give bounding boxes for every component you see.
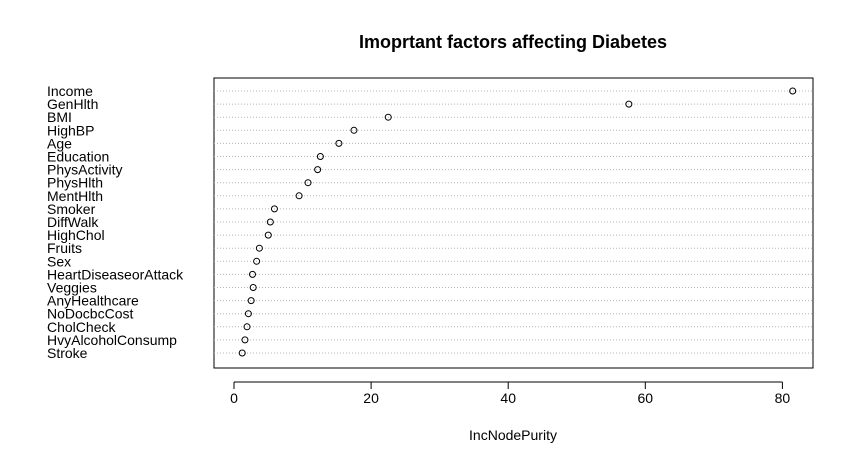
point-smoker: [270, 205, 278, 213]
category-label-anyhealthcare: AnyHealthcare: [47, 293, 139, 309]
point-bmi: [384, 113, 392, 121]
category-label-highbp: HighBP: [47, 122, 94, 138]
point-income: [789, 87, 797, 95]
category-label-age: Age: [47, 135, 72, 151]
category-label-physhlth: PhysHlth: [47, 175, 103, 191]
category-label-income: Income: [47, 83, 93, 99]
point-education: [316, 153, 324, 160]
gridlines: [214, 90, 813, 354]
x-tick-label-40: 40: [500, 390, 516, 406]
point-hvyalcoholconsump: [241, 336, 249, 344]
category-label-heartdiseaseorattack: HeartDiseaseorAttack: [47, 266, 184, 282]
category-label-diffwalk: DiffWalk: [47, 214, 99, 230]
point-heartdiseaseorattack: [249, 270, 257, 278]
x-tick-label-80: 80: [775, 390, 791, 406]
category-label-stroke: Stroke: [47, 345, 88, 361]
point-diffwalk: [266, 218, 274, 226]
category-label-physactivity: PhysActivity: [47, 162, 122, 178]
point-menthlth: [295, 192, 303, 200]
category-label-cholcheck: CholCheck: [47, 319, 116, 335]
point-highbp: [350, 126, 358, 134]
x-axis: 0 20 40 60 80: [230, 381, 791, 406]
category-labels: IncomeGenHlthBMIHighBPAgeEducationPhysAc…: [47, 83, 184, 361]
category-label-highchol: HighChol: [47, 227, 105, 243]
point-physactivity: [314, 166, 322, 174]
category-label-veggies: Veggies: [47, 280, 97, 296]
x-tick-label-60: 60: [638, 390, 654, 406]
plot-frame: [213, 77, 814, 369]
category-label-bmi: BMI: [47, 109, 72, 125]
category-label-smoker: Smoker: [47, 201, 96, 217]
category-label-sex: Sex: [47, 253, 71, 269]
data-points: [238, 87, 797, 357]
chart-title: Imoprtant factors affecting Diabetes: [359, 32, 667, 52]
category-label-nodocbccost: NoDocbcCost: [47, 306, 133, 322]
point-sex: [253, 257, 261, 265]
category-label-fruits: Fruits: [47, 240, 82, 256]
point-cholcheck: [243, 323, 251, 331]
point-genhlth: [625, 100, 633, 108]
point-stroke: [238, 349, 246, 357]
point-fruits: [255, 244, 263, 252]
point-anyhealthcare: [247, 297, 255, 305]
point-physhlth: [304, 179, 312, 187]
point-age: [335, 139, 343, 147]
category-label-education: Education: [47, 149, 109, 165]
x-tick-label-20: 20: [363, 390, 379, 406]
category-label-menthlth: MentHlth: [47, 188, 103, 204]
x-tick-label-0: 0: [230, 390, 238, 406]
x-axis-title: IncNodePurity: [469, 427, 557, 443]
category-label-hvyalcoholconsump: HvyAlcoholConsump: [47, 332, 177, 348]
point-highchol: [264, 231, 272, 239]
point-veggies: [249, 284, 257, 291]
category-label-genhlth: GenHlth: [47, 96, 98, 112]
point-nodocbccost: [244, 310, 252, 318]
